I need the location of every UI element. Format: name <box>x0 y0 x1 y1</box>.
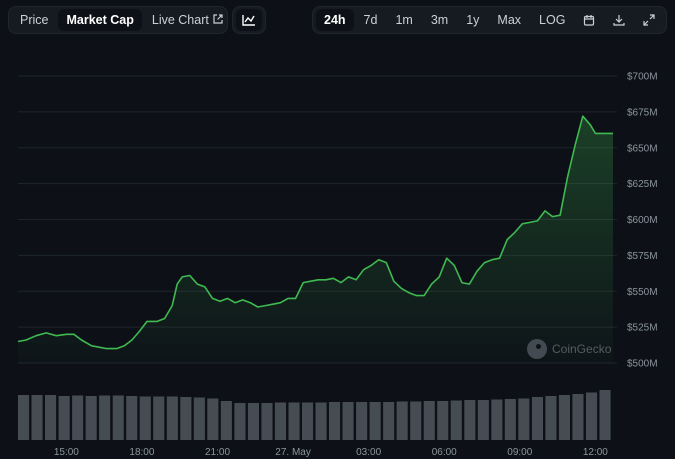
range-group: 24h 7d 1m 3m 1y Max LOG <box>312 6 667 34</box>
volume-bar <box>586 392 598 440</box>
volume-bar <box>396 401 408 440</box>
volume-bar <box>518 398 530 440</box>
x-tick-label: 27. May <box>275 447 311 458</box>
volume-bar <box>247 403 259 440</box>
volume-bar <box>383 402 395 440</box>
y-tick-label: $675M <box>627 107 658 118</box>
y-tick-label: $525M <box>627 323 658 334</box>
volume-bar <box>464 400 476 440</box>
tab-live-chart[interactable]: Live Chart <box>144 9 231 31</box>
x-tick-label: 15:00 <box>54 447 79 458</box>
y-tick-label: $625M <box>627 179 658 190</box>
volume-bar <box>410 401 422 440</box>
volume-bar <box>85 396 97 440</box>
coingecko-logo-icon <box>527 339 547 359</box>
volume-bar <box>112 395 124 440</box>
y-tick-label: $700M <box>627 72 658 83</box>
volume-bar <box>58 396 70 440</box>
area-fill <box>18 116 613 363</box>
volume-bar <box>329 402 341 440</box>
expand-icon[interactable] <box>635 9 663 31</box>
x-tick-label: 18:00 <box>129 447 154 458</box>
x-axis-labels: 15:00 18:00 21:00 27. May 03:00 06:00 09:00 12:… <box>54 447 608 458</box>
y-tick-label: $600M <box>627 215 658 226</box>
range-7d[interactable]: 7d <box>363 13 378 27</box>
chart-type-group <box>232 6 266 34</box>
volume-bar <box>220 401 232 440</box>
live-chart-label: Live Chart <box>151 13 209 27</box>
metric-tab-group: Price Market Cap Live Chart <box>8 6 228 34</box>
volume-bar <box>356 402 368 440</box>
volume-bar <box>531 397 543 440</box>
volume-bar <box>504 399 516 440</box>
y-tick-label: $500M <box>627 359 658 370</box>
volume-bar <box>234 403 246 440</box>
volume-bar <box>450 400 462 440</box>
volume-bar <box>18 395 30 440</box>
volume-bar <box>72 395 84 440</box>
range-1m[interactable]: 1m <box>395 13 413 27</box>
volume-bar <box>139 396 151 440</box>
volume-bar <box>288 402 300 440</box>
volume-bar <box>491 399 503 440</box>
volume-bar <box>166 396 178 440</box>
watermark-text: CoinGecko <box>552 342 612 356</box>
y-tick-label: $575M <box>627 251 658 262</box>
calendar-icon[interactable] <box>575 9 603 31</box>
volume-bar <box>31 395 43 440</box>
volume-bar <box>193 397 205 440</box>
volume-bar <box>99 395 111 440</box>
volume-bars <box>18 390 611 440</box>
coingecko-watermark: CoinGecko <box>527 339 611 359</box>
volume-bar <box>477 400 489 440</box>
volume-bar <box>545 396 557 440</box>
x-tick-label: 03:00 <box>356 447 381 458</box>
volume-bar <box>558 395 570 440</box>
range-3m[interactable]: 3m <box>430 13 449 27</box>
volume-bar <box>207 398 219 440</box>
volume-bar <box>437 401 449 440</box>
volume-bar <box>45 395 57 440</box>
volume-bar <box>261 403 273 440</box>
volume-bar <box>302 402 314 440</box>
tab-market-cap[interactable]: Market Cap <box>58 9 142 31</box>
x-tick-label: 09:00 <box>507 447 532 458</box>
volume-bar <box>572 394 584 440</box>
volume-bar <box>599 390 611 440</box>
x-tick-label: 21:00 <box>205 447 230 458</box>
volume-bar <box>369 402 381 440</box>
volume-bar <box>153 396 165 440</box>
chart-toolbar: Price Market Cap Live Chart 24h 7d 1m 3m… <box>8 6 667 34</box>
x-tick-label: 06:00 <box>432 447 457 458</box>
range-1y[interactable]: 1y <box>466 13 480 27</box>
volume-bar <box>423 401 435 440</box>
volume-bar <box>180 397 192 440</box>
range-24h[interactable]: 24h <box>316 9 354 31</box>
tab-price[interactable]: Price <box>20 13 49 27</box>
volume-bar <box>126 396 138 440</box>
volume-bar <box>342 402 354 440</box>
line-chart-icon[interactable] <box>236 9 262 31</box>
log-toggle[interactable]: LOG <box>539 13 566 27</box>
y-tick-label: $550M <box>627 287 658 298</box>
market-cap-line <box>17 115 613 350</box>
download-icon[interactable] <box>605 9 633 31</box>
y-tick-label: $650M <box>627 143 658 154</box>
x-tick-label: 12:00 <box>583 447 608 458</box>
volume-bar <box>315 402 327 440</box>
y-axis-labels: $500M $525M $550M $575M $600M $625M $650M $675M… <box>627 72 658 370</box>
range-max[interactable]: Max <box>497 13 522 27</box>
volume-bar <box>274 402 286 440</box>
external-link-icon <box>213 13 223 27</box>
